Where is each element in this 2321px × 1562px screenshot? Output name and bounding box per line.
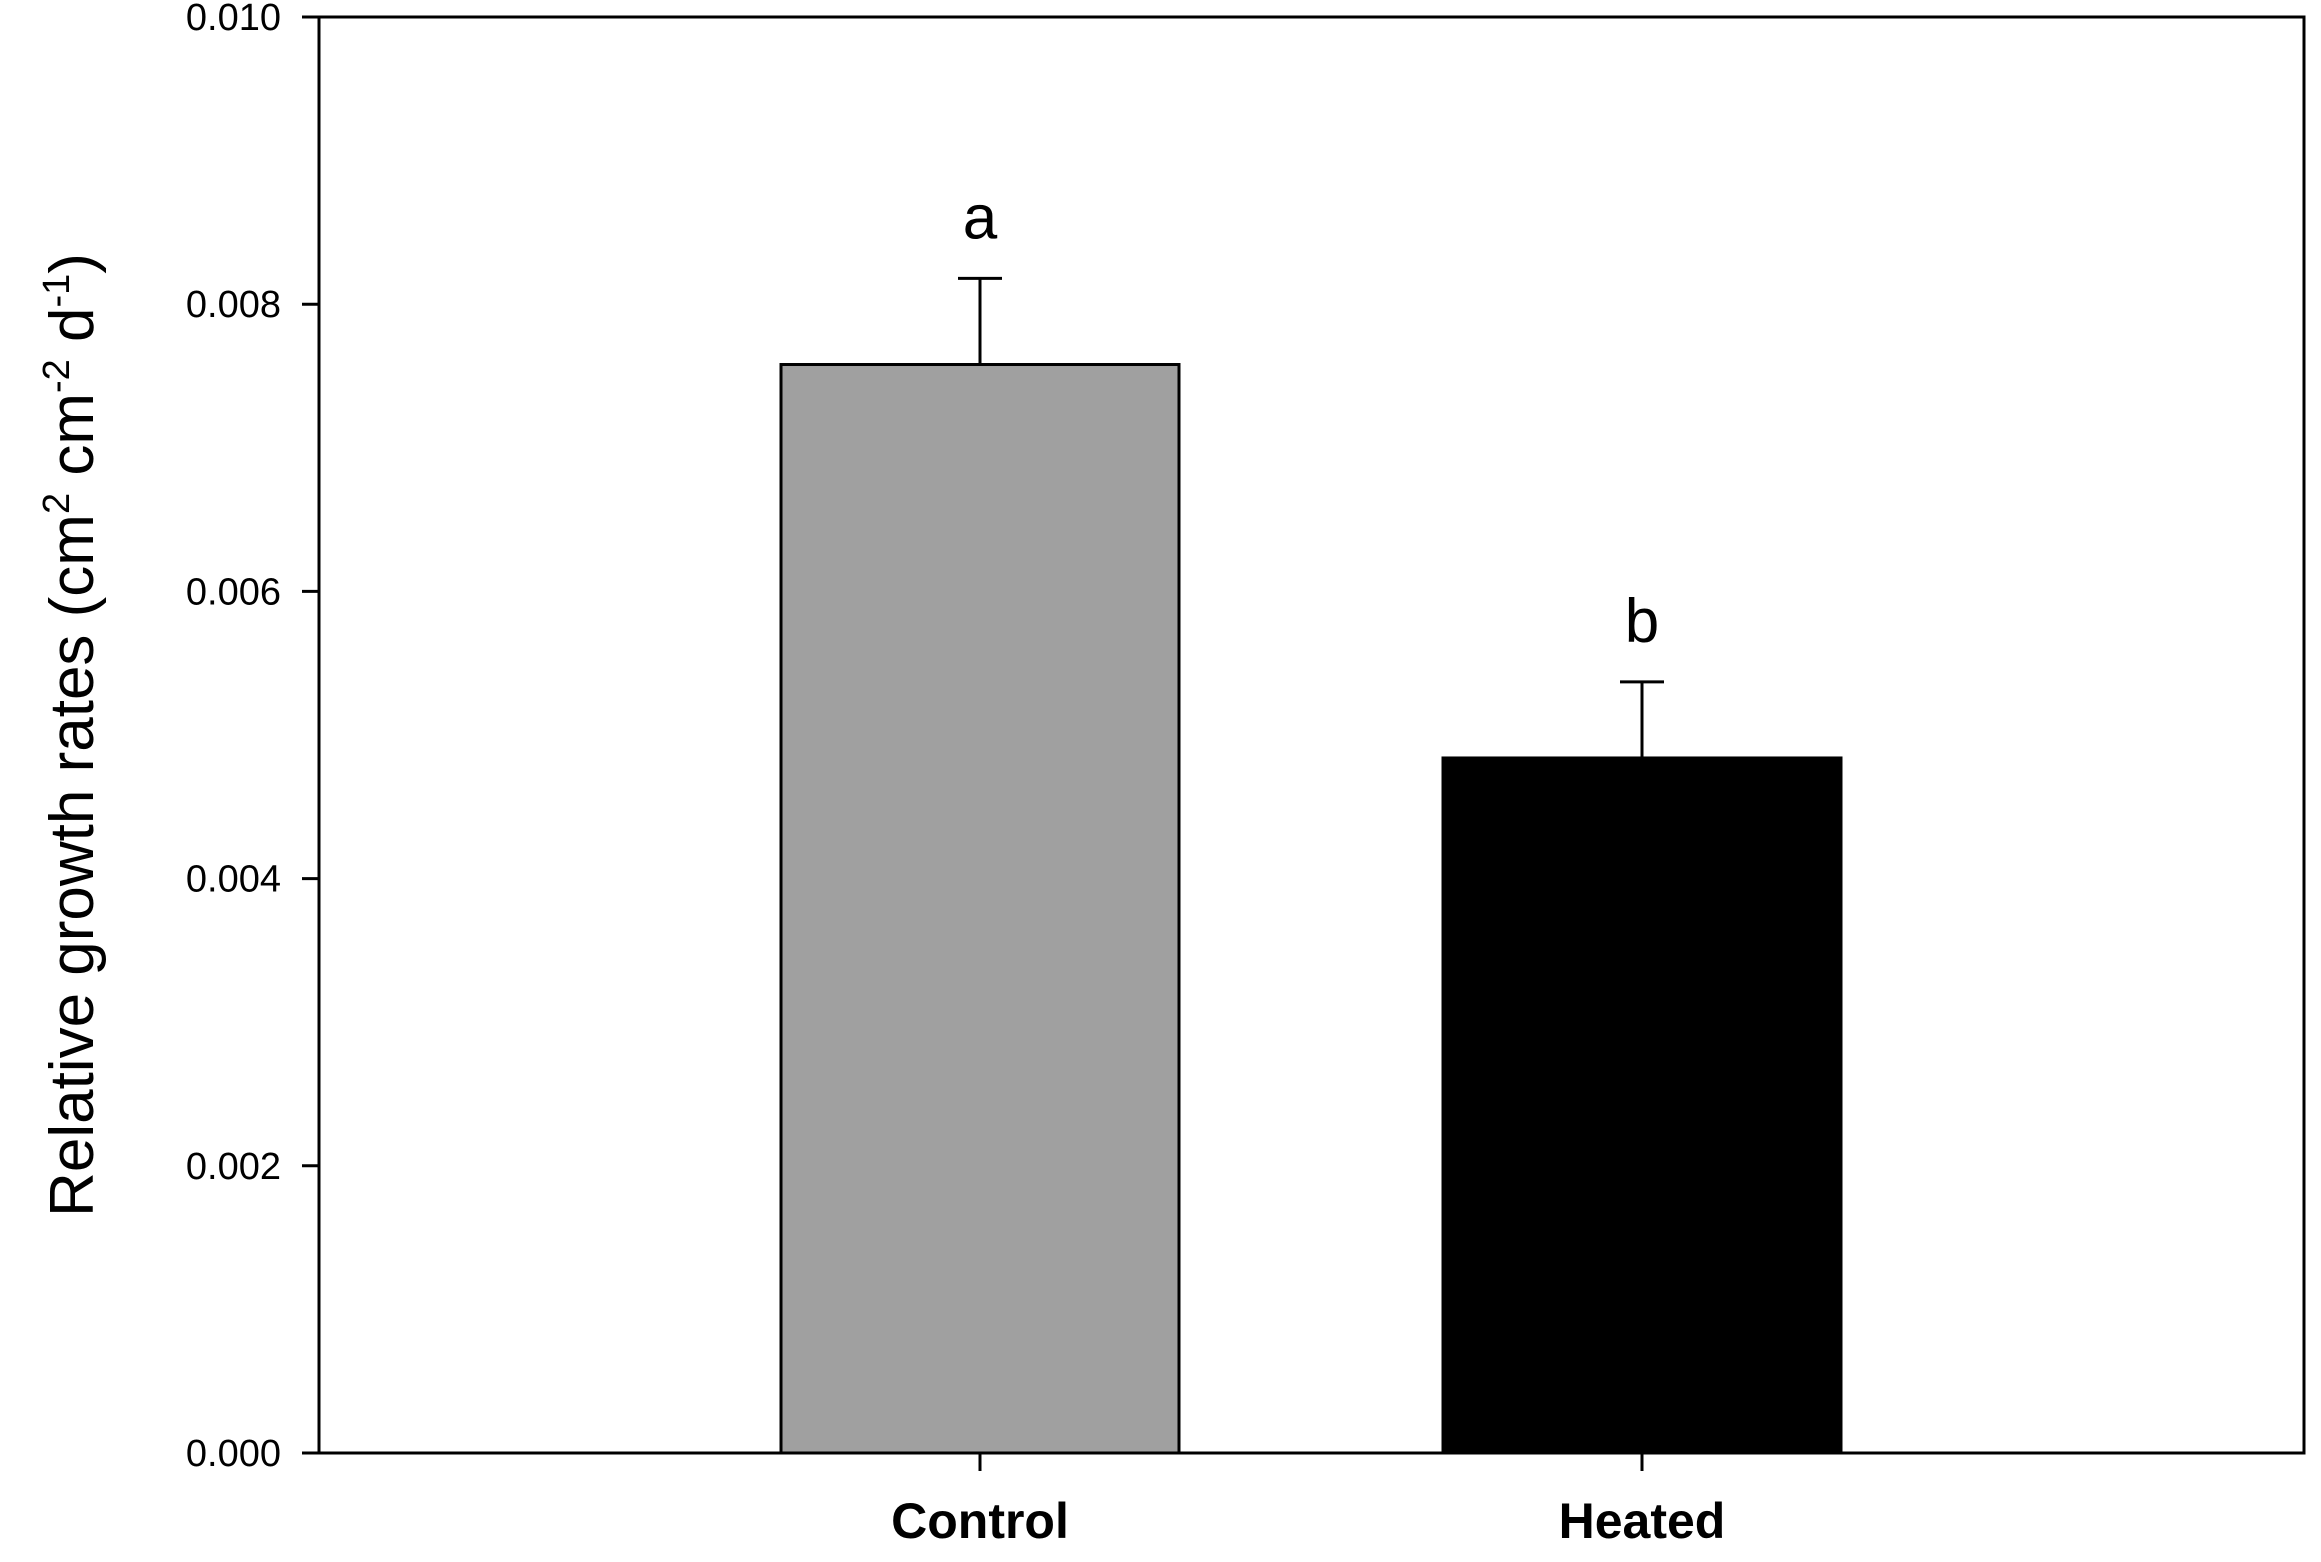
bar-control — [779, 363, 1181, 1455]
y-tick-label: 0.002 — [186, 1146, 281, 1188]
y-axis-title: Relative growth rates (cm2 cm-2 d-1) — [36, 253, 107, 1217]
bar-heated — [1441, 756, 1843, 1455]
x-axis: Control Heated — [891, 1453, 1725, 1549]
significance-letter: b — [1625, 587, 1659, 656]
bars-group: ab — [779, 183, 1843, 1455]
x-category-label: Heated — [1559, 1493, 1726, 1549]
y-tick-label: 0.000 — [186, 1433, 281, 1475]
significance-letter: a — [963, 183, 998, 252]
y-axis: 0.000 0.002 0.004 0.006 0.008 0.010 — [186, 0, 319, 1475]
y-tick-label: 0.006 — [186, 571, 281, 613]
plot-frame — [317, 15, 2306, 1455]
x-category-label: Control — [891, 1493, 1069, 1549]
y-tick-label: 0.008 — [186, 284, 281, 326]
y-tick-label: 0.010 — [186, 0, 281, 39]
y-tick-label: 0.004 — [186, 859, 281, 901]
